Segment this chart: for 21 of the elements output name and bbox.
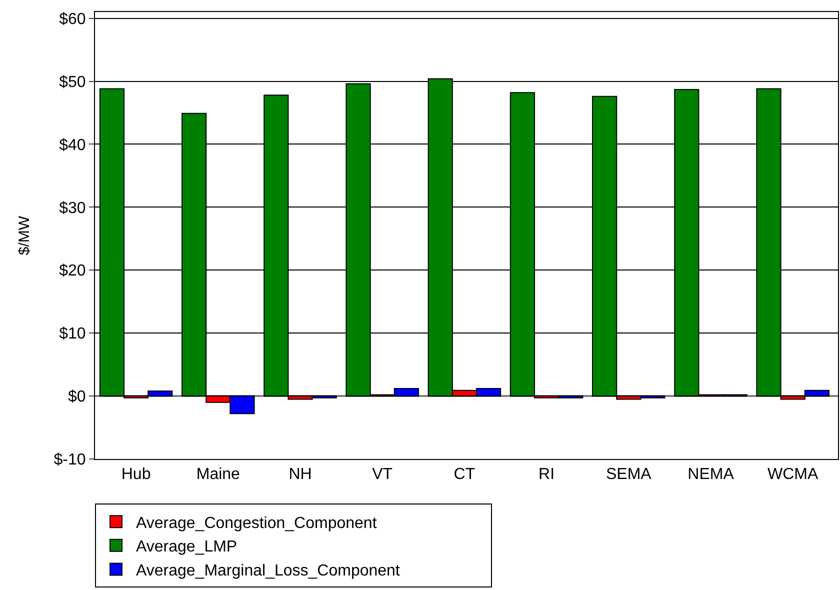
x-tick-label: SEMA <box>606 466 652 484</box>
x-tick-label: WCMA <box>768 466 819 484</box>
y-tick-label: $50 <box>59 74 86 91</box>
y-tick-label: $40 <box>59 136 86 154</box>
x-tick-label: Maine <box>196 466 240 484</box>
y-tick-label: $30 <box>59 200 86 217</box>
legend-label: Average_Congestion_Component <box>136 514 378 532</box>
y-tick-label: $-10 <box>54 452 86 469</box>
legend-label: Average_LMP <box>136 538 238 556</box>
x-tick-label: RI <box>538 466 555 484</box>
y-tick-label: $10 <box>59 326 86 343</box>
x-tick-label: NEMA <box>688 466 734 484</box>
legend-label: Average_Marginal_Loss_Component <box>136 562 400 580</box>
x-tick-label: Hub <box>121 466 151 484</box>
y-tick-label: $60 <box>59 10 86 28</box>
x-tick-label: VT <box>372 466 393 484</box>
y-axis-title: $/MW <box>16 215 34 256</box>
y-tick-label: $0 <box>68 388 86 406</box>
x-tick-label: CT <box>454 466 476 484</box>
x-tick-label: NH <box>288 466 312 484</box>
y-tick-label: $20 <box>59 262 86 280</box>
